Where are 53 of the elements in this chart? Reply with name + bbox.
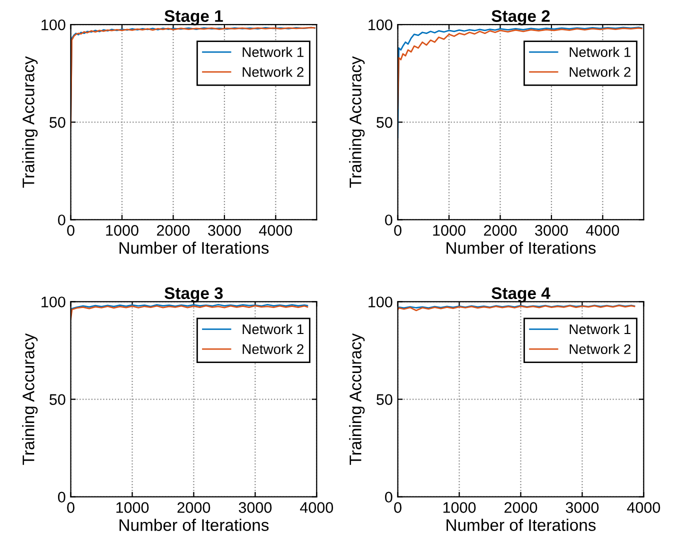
y-tick-label: 100	[42, 296, 66, 308]
y-axis-title: Training Accuracy	[349, 56, 365, 188]
x-tick-label: 2000	[177, 502, 210, 513]
y-axis-title: Training Accuracy	[22, 333, 38, 465]
x-axis-title: Number of Iterations	[446, 242, 596, 254]
legend-label: Network 1	[570, 324, 630, 334]
y-tick-label: 50	[50, 394, 66, 405]
y-tick-label: 0	[385, 492, 392, 503]
legend-label: Network 1	[242, 46, 304, 58]
chart-title: Stage 2	[492, 10, 550, 26]
y-tick-label: 100	[368, 19, 392, 30]
legend-label: Network 2	[242, 66, 304, 77]
y-tick-label: 50	[376, 117, 392, 128]
x-tick-label: 1000	[106, 224, 138, 236]
x-tick-label: 1000	[433, 224, 466, 236]
x-tick-label: 3000	[208, 224, 241, 236]
y-tick-label: 50	[50, 117, 66, 128]
legend-label: Network 2	[570, 344, 630, 354]
legend-label: Network 2	[242, 344, 304, 354]
x-axis-title: Number of Iterations	[120, 518, 269, 531]
x-tick-label: 2000	[484, 224, 517, 236]
chart-title: Stage 4	[492, 287, 550, 302]
legend-label: Network 1	[570, 46, 630, 58]
x-tick-label: 2000	[504, 502, 538, 513]
chart-title: Stage 3	[164, 287, 223, 302]
chart-title: Stage 1	[164, 10, 223, 26]
y-tick-label: 0	[385, 214, 392, 226]
x-tick-label: 3000	[566, 502, 599, 513]
y-tick-label: 100	[368, 296, 392, 308]
x-tick-label: 2000	[156, 224, 190, 236]
x-axis-title: Number of Iterations	[446, 518, 596, 531]
x-tick-label: 0	[394, 502, 402, 513]
y-axis-title: Training Accuracy	[22, 56, 38, 188]
x-tick-label: 0	[394, 224, 402, 236]
y-axis-title: Training Accuracy	[349, 333, 365, 465]
y-tick-label: 100	[42, 19, 66, 30]
x-axis-title: Number of Iterations	[120, 242, 269, 254]
x-tick-label: 0	[67, 224, 74, 236]
x-tick-label: 4000	[259, 224, 292, 236]
x-tick-label: 4000	[300, 502, 334, 513]
legend-label: Network 2	[570, 66, 630, 77]
y-tick-label: 50	[376, 394, 392, 405]
x-tick-label: 4000	[586, 224, 620, 236]
y-tick-label: 0	[58, 492, 66, 503]
x-tick-label: 1000	[443, 502, 476, 513]
x-tick-label: 0	[67, 502, 74, 513]
x-tick-label: 3000	[238, 502, 272, 513]
x-tick-label: 4000	[627, 502, 660, 513]
y-tick-label: 0	[58, 214, 66, 226]
x-tick-label: 1000	[116, 502, 149, 513]
x-tick-label: 3000	[535, 224, 568, 236]
legend-label: Network 1	[242, 324, 304, 334]
line-series	[70, 305, 308, 320]
